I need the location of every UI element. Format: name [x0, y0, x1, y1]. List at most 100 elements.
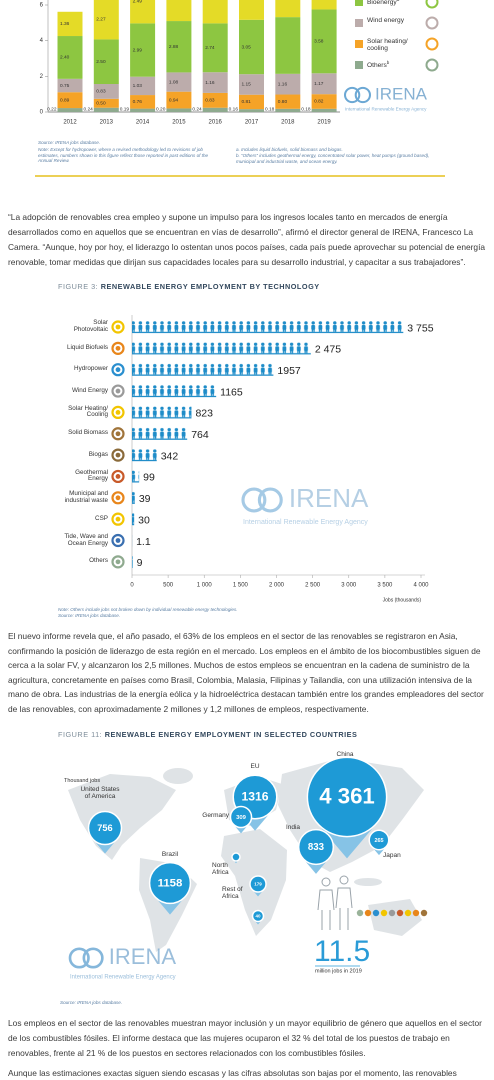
category-icon — [115, 516, 121, 522]
legend-swatch — [355, 19, 363, 27]
footnote-mark: a — [397, 0, 400, 2]
x-tick-label: 500 — [163, 583, 174, 589]
bubble-label: 4 361 — [319, 783, 374, 808]
bar — [132, 470, 140, 483]
category-label: Wind Energy — [71, 386, 108, 394]
category-icon — [115, 367, 121, 373]
data-label: 0.22 — [47, 106, 57, 112]
region-label: China — [336, 751, 354, 758]
bubble — [229, 805, 253, 829]
data-label: 0.75 — [60, 83, 70, 89]
data-label: 1.08 — [169, 79, 179, 85]
category-icon — [115, 388, 121, 394]
bar-segment — [93, 39, 119, 85]
x-tick-label: 2017 — [245, 120, 259, 126]
bar-segment — [93, 0, 119, 40]
data-label: 0.89 — [60, 97, 70, 103]
category-icon — [115, 431, 121, 437]
note: Note: Others include jobs not broken dow… — [58, 607, 238, 612]
legend-name: Others — [367, 62, 387, 70]
stacked-bar-chart: 024620120.220.890.752.401.3620130.240.50… — [35, 0, 445, 177]
region-label: Rest of Africa — [222, 886, 243, 900]
logo-name: IRENA — [375, 84, 428, 103]
category-label: Biogas — [88, 450, 108, 458]
region-label: Brazil — [161, 851, 179, 858]
legend-name: Solar heating/ cooling — [367, 38, 408, 53]
data-label: 0.24 — [83, 106, 93, 112]
region-label: EU — [250, 763, 260, 770]
data-label: 0.24 — [192, 106, 202, 112]
legend-icon — [425, 16, 439, 30]
x-tick-label: 2013 — [100, 120, 114, 126]
bar-segment — [202, 23, 228, 73]
data-label: 1.36 — [60, 21, 70, 27]
data-label: 2.49 — [133, 0, 143, 4]
bar-segment — [57, 108, 83, 112]
category-label: Geothermal Energy — [75, 468, 108, 483]
bubble — [297, 828, 335, 866]
data-label: 1.17 — [314, 81, 324, 87]
category-icon — [115, 474, 121, 479]
paragraph: El nuevo informe revela que, el año pasa… — [8, 631, 484, 714]
legend-icon — [425, 58, 439, 72]
data-label: 2.50 — [96, 59, 106, 65]
bar — [132, 427, 188, 440]
bar-segment — [202, 0, 228, 24]
figure-title: FIGURE 3: RENEWABLE ENERGY EMPLOYMENT BY… — [58, 282, 320, 291]
logo — [343, 86, 372, 104]
footnote-mark: b — [386, 60, 390, 65]
legend-name: Wind energy — [367, 17, 405, 24]
source: Source: IRENA jobs database. — [38, 140, 101, 145]
bar-segment — [275, 73, 301, 95]
legend-icon — [425, 37, 439, 51]
bar-segment — [57, 11, 83, 37]
data-label: 2.88 — [169, 44, 179, 50]
legend-swatch — [355, 61, 363, 69]
bubble — [306, 756, 388, 838]
bar-segment — [130, 23, 156, 77]
bubble-label: 265 — [374, 838, 383, 844]
total-value: 11.5 — [314, 935, 370, 968]
bar-segment — [311, 73, 337, 95]
bar-segment — [239, 74, 264, 95]
category-icon — [115, 452, 121, 458]
bar-segment — [93, 107, 119, 112]
unit-label: Thousand jobs — [64, 778, 101, 784]
category-icon — [115, 345, 121, 351]
data-label: 3.05 — [242, 44, 252, 50]
bar — [132, 321, 404, 334]
bar — [132, 385, 217, 398]
bar-segment — [57, 92, 83, 109]
region-label: Germany — [202, 812, 229, 819]
bar-segment — [130, 76, 156, 96]
bubble-label: 1316 — [241, 790, 268, 804]
data-label: 2.40 — [60, 55, 70, 61]
y-tick-label: 6 — [40, 3, 44, 9]
data-label: 0.18 — [301, 106, 311, 112]
data-label: 1165 — [220, 386, 243, 398]
workers-illustration — [317, 875, 353, 930]
x-tick-label: 2015 — [172, 120, 186, 126]
bar — [132, 513, 135, 526]
bubble-map: 756 1316 309 4 361 833 265 1158 179 40 IRENA Inter… — [68, 756, 428, 980]
logo-name: IRENA — [289, 483, 369, 513]
figure-label: FIGURE 3: — [58, 282, 99, 291]
paragraph: Los empleos en el sector de las renovabl… — [8, 1018, 482, 1058]
x-axis-label: Jobs (thousands) — [383, 597, 422, 603]
horizontal-bar-chart: 0 500 1 000 1 500 2 000 2 500 3 000 3 500 4 000 J… — [111, 315, 434, 603]
data-label: 0.19 — [120, 106, 130, 112]
legend-label: Wind energy — [367, 17, 404, 24]
x-tick-label: 2014 — [136, 120, 150, 126]
bar-segment — [239, 19, 264, 75]
x-tick-label: 4 000 — [413, 583, 429, 589]
region-label: Japan — [383, 852, 401, 859]
bubble — [148, 861, 192, 905]
total-label: million jobs in 2019 — [315, 968, 362, 974]
bar-segment — [166, 21, 192, 73]
data-label: 2.99 — [133, 47, 143, 53]
legend-swatch — [355, 40, 363, 48]
note: Source: IRENA jobs database. — [58, 613, 121, 618]
bar — [132, 449, 157, 462]
bubble-label: 756 — [97, 823, 112, 833]
category-label: CSP — [95, 514, 108, 522]
